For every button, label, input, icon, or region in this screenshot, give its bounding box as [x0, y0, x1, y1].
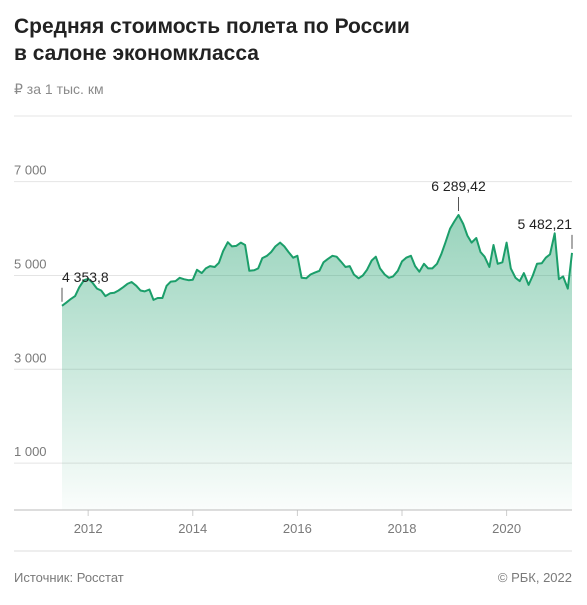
- value-label: 4 353,8: [62, 269, 109, 285]
- x-tick-label: 2020: [492, 521, 521, 536]
- y-tick-label: 1 000: [14, 444, 47, 459]
- x-tick-label: 2012: [74, 521, 103, 536]
- chart-title: в салоне экономкласса: [14, 42, 259, 65]
- source: Источник: Росстат: [14, 570, 124, 585]
- value-label: 6 289,42: [431, 178, 486, 194]
- y-tick-label: 5 000: [14, 256, 47, 271]
- line: [61, 214, 573, 307]
- area-fill: [62, 215, 572, 510]
- y-tick-label: 3 000: [14, 350, 47, 365]
- credit: © РБК, 2022: [498, 570, 572, 585]
- x-tick-label: 2014: [178, 521, 207, 536]
- chart-subtitle: ₽ за 1 тыс. км: [14, 81, 104, 97]
- chart-title: Средняя стоимость полета по России: [14, 15, 410, 38]
- x-tick-label: 2018: [388, 521, 417, 536]
- x-tick-label: 2016: [283, 521, 312, 536]
- value-label: 5 482,21: [518, 216, 573, 232]
- y-tick-label: 7 000: [14, 163, 47, 178]
